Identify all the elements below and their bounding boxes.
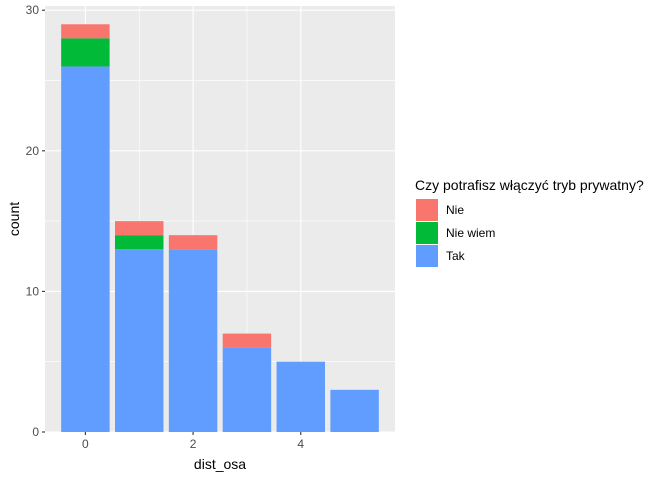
bar-nie-wiem [115,235,164,250]
bar-nie [222,333,272,348]
legend-swatch [416,199,438,221]
y-axis-title: count [6,202,22,236]
x-axis-title: dist_osa [194,456,246,472]
legend-swatch [416,222,438,244]
bar-tak [330,389,379,432]
y-tick-label: 0 [32,425,39,439]
y-tick-label: 20 [26,144,40,158]
bar-tak [276,361,325,432]
y-tick-label: 30 [26,3,40,17]
legend-items: Nie Nie wiem Tak [416,199,495,267]
legend-title: Czy potrafisz włączyć tryb prywatny? [415,177,644,193]
bar-tak [222,347,272,432]
bar-tak [115,249,164,432]
bar-nie [168,235,218,250]
legend-label: Nie wiem [446,226,495,240]
y-tick-label: 10 [26,284,40,298]
bar-nie-wiem [61,38,110,67]
legend-swatch [416,245,438,267]
bars [61,24,379,432]
x-tick-label: 2 [190,437,197,451]
bar-tak [168,249,218,432]
legend: Czy potrafisz włączyć tryb prywatny? Nie… [415,177,644,267]
bar-nie [115,221,164,236]
x-tick-label: 4 [297,437,304,451]
bar-tak [61,66,110,432]
legend-label: Tak [446,249,466,263]
x-axis: 0 2 4 [82,432,304,451]
x-tick-label: 0 [82,437,89,451]
legend-label: Nie [446,203,464,217]
bar-nie [61,24,110,39]
y-axis: 0 10 20 30 [26,3,45,439]
